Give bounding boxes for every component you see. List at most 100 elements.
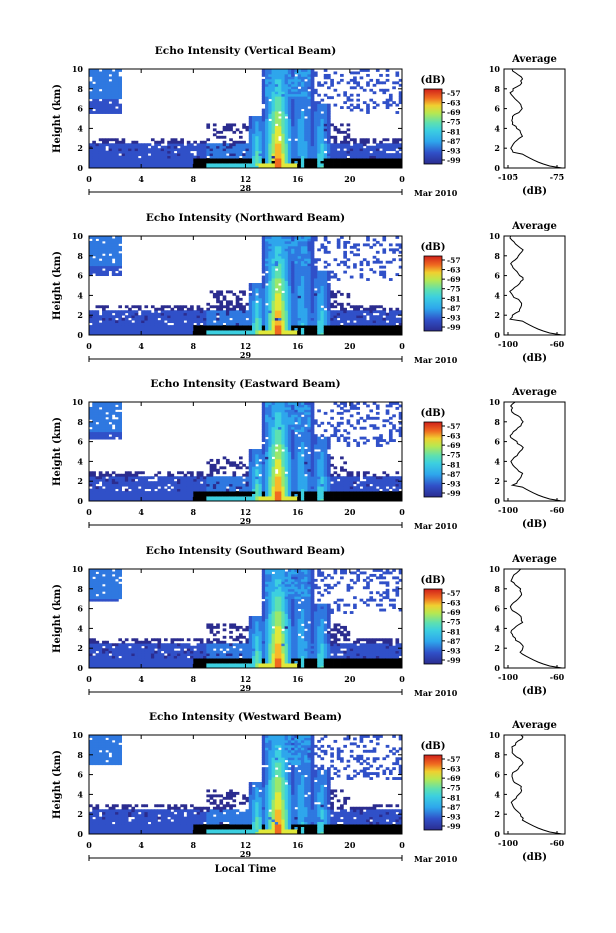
heatmap-cell [311, 106, 315, 109]
heatmap-cell [229, 328, 233, 331]
heatmap-cell [190, 318, 194, 321]
heatmap-cell [105, 153, 109, 156]
heatmap-cell [187, 141, 191, 144]
heatmap-cell [203, 491, 207, 494]
heatmap-cell [102, 318, 106, 321]
heatmap-cell [151, 481, 155, 484]
heatmap-cell [275, 496, 279, 499]
heatmap-cell [350, 156, 354, 159]
heatmap-cell [109, 484, 113, 487]
heatmap-cell [262, 266, 266, 269]
heatmap-cell [151, 328, 155, 331]
heatmap-cell [118, 474, 122, 477]
heatmap-cell [226, 494, 230, 497]
heatmap-cell [135, 156, 139, 159]
heatmap-cell [278, 91, 282, 94]
heatmap-cell [109, 424, 113, 427]
heatmap-cell [210, 143, 214, 146]
heatmap-cell [154, 486, 158, 489]
heatmap-cell [288, 308, 292, 311]
heatmap-cell [200, 158, 204, 161]
heatmap-cell [249, 151, 253, 154]
heatmap-cell [379, 323, 383, 326]
heatmap-cell [200, 148, 204, 151]
heatmap-cell [301, 119, 305, 122]
heatmap-cell [330, 293, 334, 296]
heatmap-cell [223, 153, 227, 156]
heatmap-cell [102, 151, 106, 154]
heatmap-cell [281, 461, 285, 464]
heatmap-cell [252, 494, 256, 497]
heatmap-cell [265, 84, 269, 87]
heatmap-cell [317, 300, 321, 303]
heatmap-cell [324, 131, 328, 134]
heatmap-cell [275, 407, 279, 410]
heatmap-cell [229, 491, 233, 494]
heatmap-cell [311, 81, 315, 84]
heatmap-cell [164, 158, 168, 161]
heatmap-cell [190, 481, 194, 484]
heatmap-cell [232, 131, 236, 134]
heatmap-cell [262, 278, 266, 281]
heatmap-cell [272, 258, 276, 261]
heatmap-cell [353, 86, 357, 89]
heatmap-cell [96, 407, 100, 410]
heatmap-cell [314, 126, 318, 129]
heatmap-cell [343, 138, 347, 141]
heatmap-cell [350, 109, 354, 112]
heatmap-cell [301, 163, 305, 166]
heatmap-cell [229, 138, 233, 141]
heatmap-cell [167, 320, 171, 323]
heatmap-cell [219, 323, 223, 326]
heatmap-cell [389, 320, 393, 323]
heatmap-cell [174, 330, 178, 333]
heatmap-cell [363, 151, 367, 154]
heatmap-cell [272, 486, 276, 489]
heatmap-cell [203, 489, 207, 492]
heatmap-cell [340, 143, 344, 146]
heatmap-cell [268, 310, 272, 313]
heatmap-cell [281, 121, 285, 124]
heatmap-cell [304, 96, 308, 99]
heatmap-cell [294, 295, 298, 298]
heatmap-cell [320, 123, 324, 126]
heatmap-cell [180, 471, 184, 474]
heatmap-cell [99, 96, 103, 99]
heatmap-cell [125, 494, 129, 497]
heatmap-cell [246, 474, 250, 477]
heatmap-cell [265, 241, 269, 244]
heatmap-cell [200, 310, 204, 313]
heatmap-cell [278, 461, 282, 464]
heatmap-cell [125, 153, 129, 156]
heatmap-cell [330, 320, 334, 323]
heatmap-cell [125, 481, 129, 484]
colorbar [424, 89, 442, 164]
heatmap-cell [92, 474, 96, 477]
heatmap-cell [268, 456, 272, 459]
heatmap-cell [373, 328, 377, 331]
heatmap-cell [389, 96, 393, 99]
heatmap-cell [252, 283, 256, 286]
heatmap-cell [298, 101, 302, 104]
heatmap-cell [288, 109, 292, 112]
heatmap-cell [317, 104, 321, 107]
heatmap-cell [239, 479, 243, 482]
x-tick-label: 20 [344, 174, 356, 184]
heatmap-cell [109, 429, 113, 432]
heatmap-cell [288, 305, 292, 308]
heatmap-cell [236, 496, 240, 499]
heatmap-cell [392, 163, 396, 166]
heatmap-cell [288, 111, 292, 114]
heatmap-cell [311, 158, 315, 161]
heatmap-cell [177, 481, 181, 484]
heatmap-cell [324, 251, 328, 254]
heatmap-cell [334, 104, 338, 107]
heatmap-cell [236, 298, 240, 301]
heatmap-cell [327, 276, 331, 279]
heatmap-cell [99, 91, 103, 94]
heatmap-cell [272, 79, 276, 82]
heatmap-cell [291, 71, 295, 74]
heatmap-cell [285, 424, 289, 427]
heatmap-cell [272, 290, 276, 293]
heatmap-cell [272, 121, 276, 124]
